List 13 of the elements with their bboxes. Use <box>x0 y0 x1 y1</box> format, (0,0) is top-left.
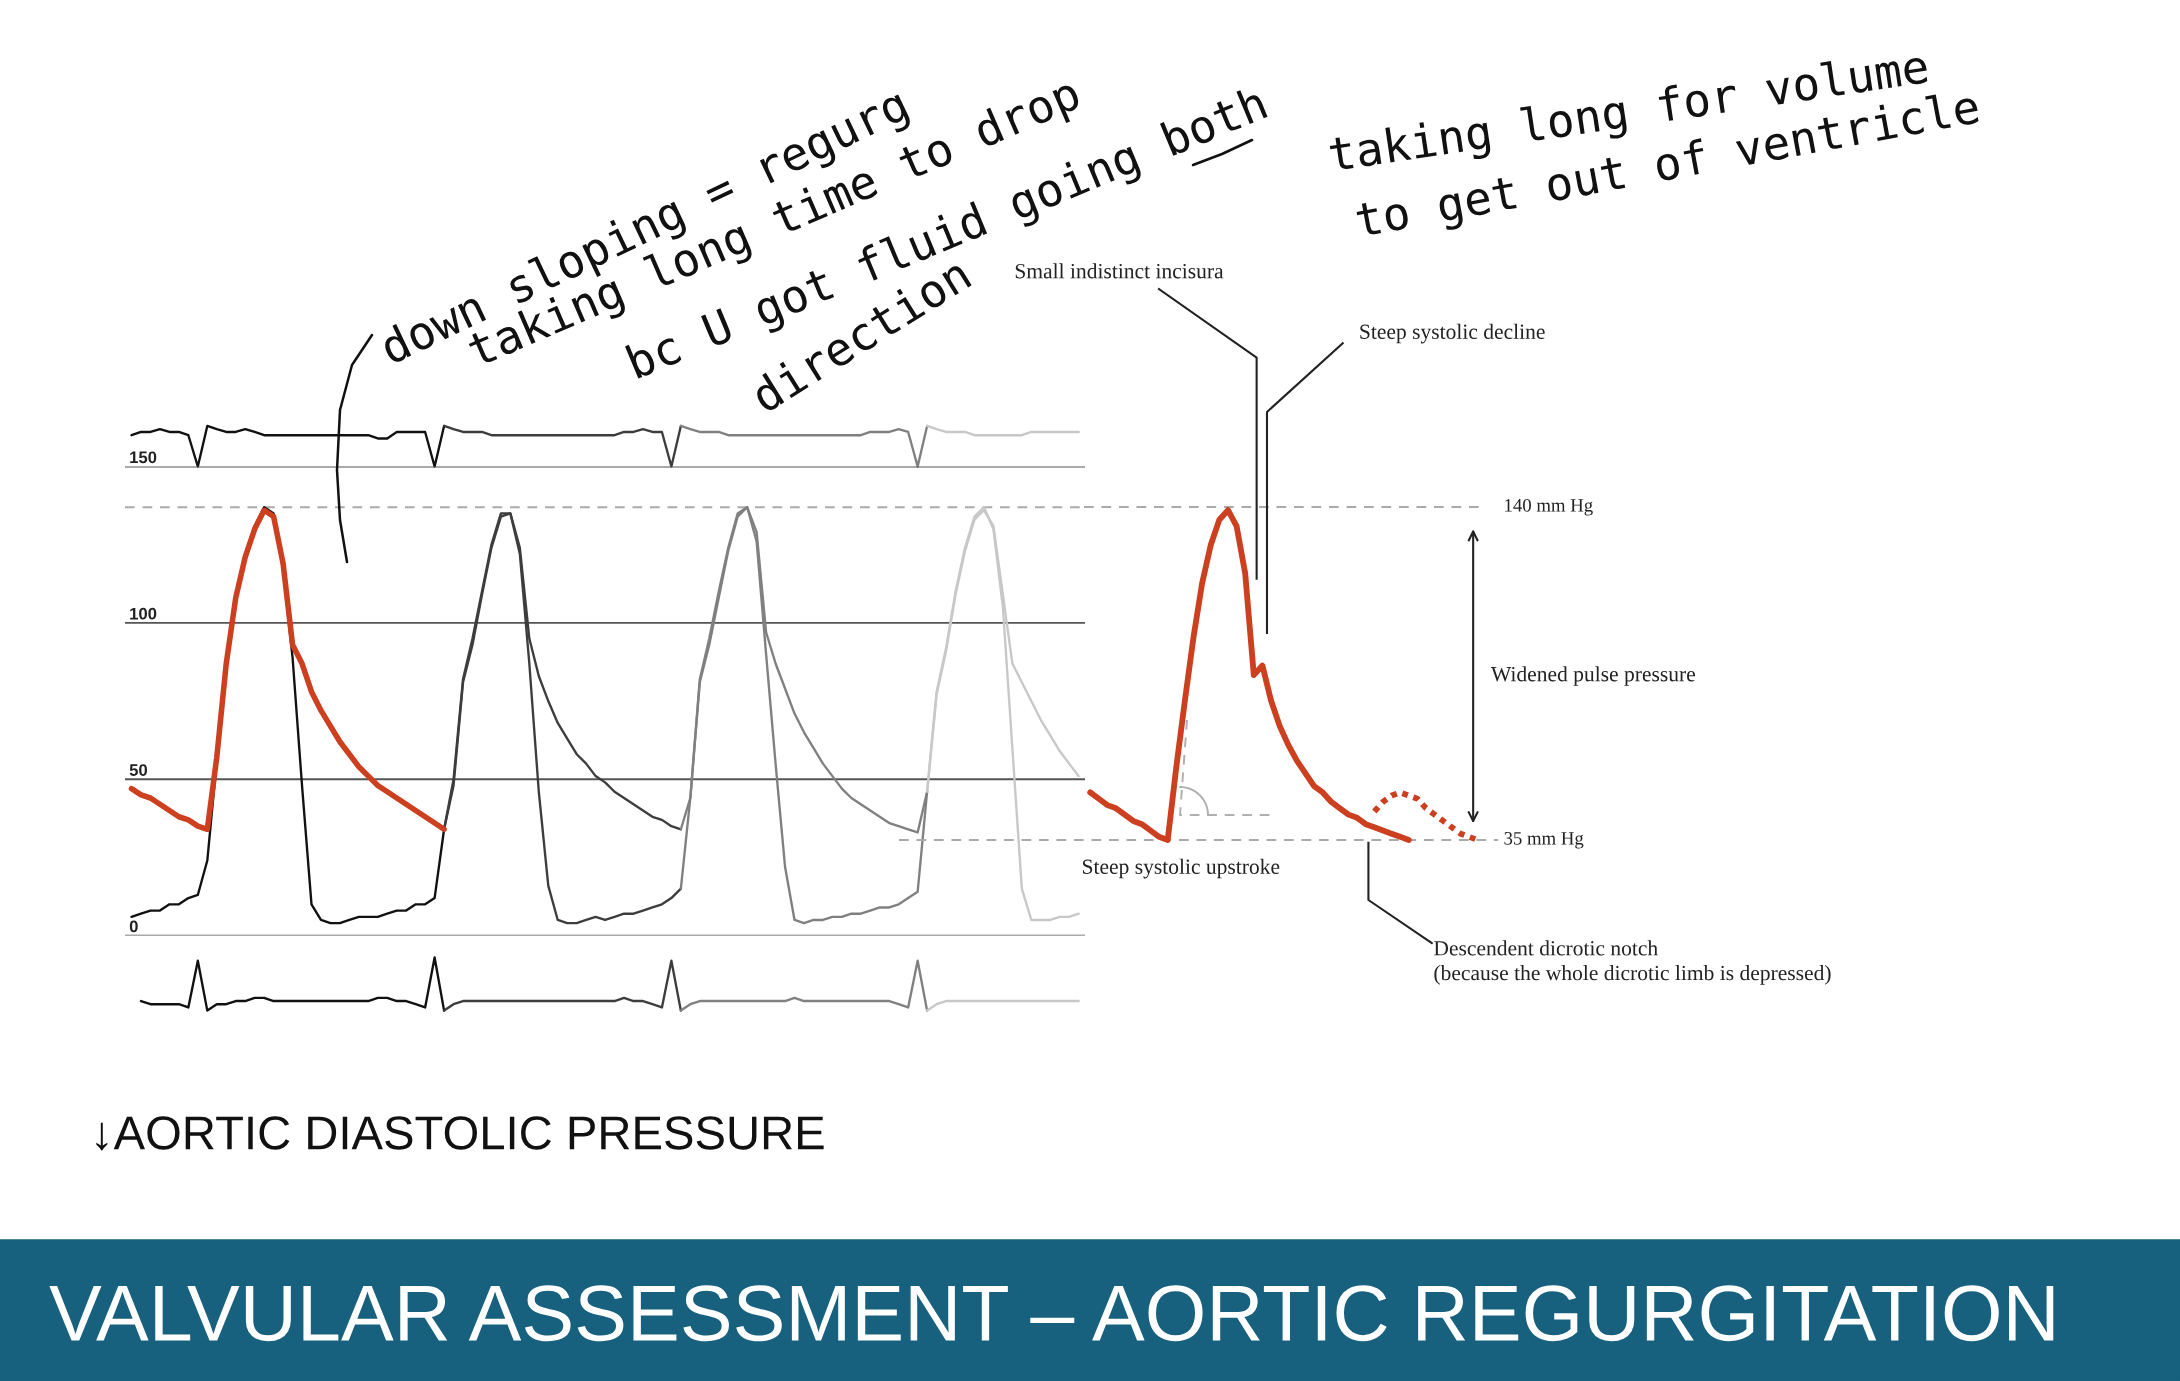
y-tick-label: 35 mm Hg <box>1504 832 1584 849</box>
text: Steep systolic decline <box>1360 323 1545 344</box>
text: Small indistinct incisura <box>1015 263 1224 279</box>
y-tick-label: 140 mm Hg <box>1505 498 1593 516</box>
y-tick-label: 0 <box>129 920 138 933</box>
text: Widened pulse pressure <box>1490 666 1695 686</box>
y-tick-label: 50 <box>129 764 148 776</box>
y-tick-label: 150 <box>130 451 157 464</box>
text: Descendent dicrotic notch (because the whole dicrotic limb is depressed) <box>1434 940 1831 985</box>
text: ↓AORTIC DIASTOLIC PRESSURE <box>96 1116 824 1151</box>
text: VALVULAR ASSESSMENT – AORTIC REGURGITATION <box>49 1285 2054 1342</box>
y-tick-label: 100 <box>130 607 157 620</box>
annotation: Steep systolic upstroke <box>1082 858 1280 879</box>
